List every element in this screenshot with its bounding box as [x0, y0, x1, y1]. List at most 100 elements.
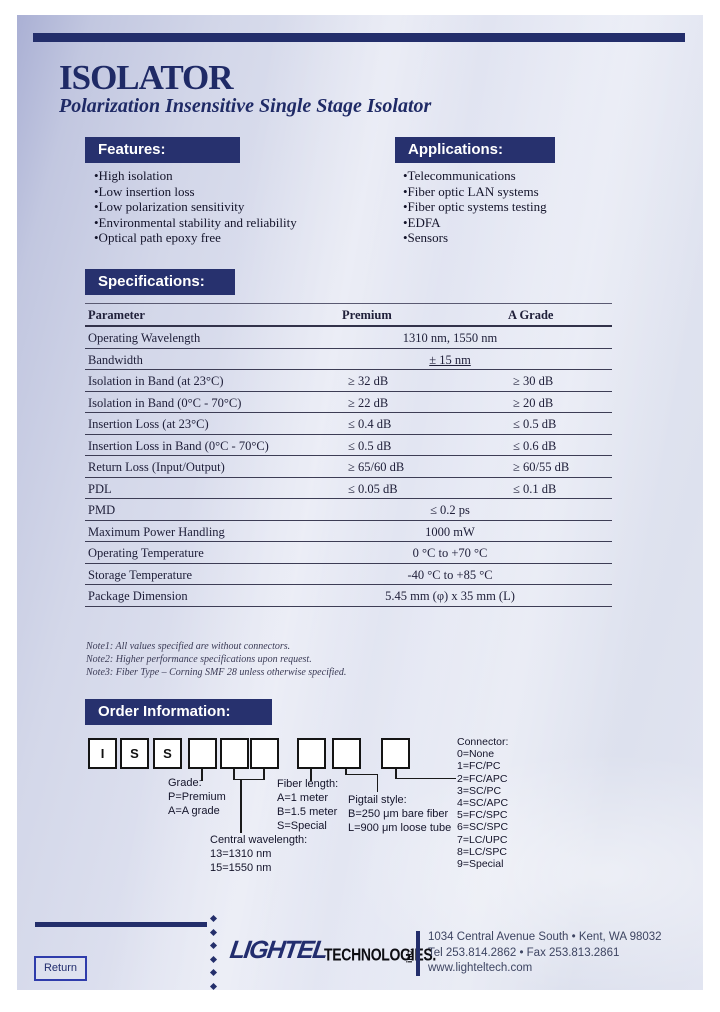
- application-item: •EDFA: [403, 214, 441, 230]
- feature-item: •Low polarization sensitivity: [94, 199, 245, 215]
- spec-param: PMD: [88, 503, 116, 517]
- specifications-header: Specifications:: [85, 269, 235, 295]
- spec-value-premium: ≤ 0.4 dB: [348, 417, 392, 431]
- application-item: •Telecommunications: [403, 168, 516, 183]
- spec-value: ≤ 0.2 ps: [430, 503, 470, 517]
- spec-param: Storage Temperature: [88, 567, 193, 582]
- spec-value: -40 °C to +85 °C: [407, 567, 493, 582]
- specifications-table: Parameter Premium A Grade Operating Wave…: [85, 303, 612, 607]
- return-button[interactable]: Return: [34, 956, 87, 981]
- spec-row: Isolation in Band (at 23°C) ≥ 32 dB ≥ 30…: [85, 370, 612, 392]
- spec-param: Operating Wavelength: [88, 331, 201, 345]
- order-information-header: Order Information:: [85, 699, 272, 725]
- feature-item: •Low insertion loss: [94, 183, 195, 199]
- spec-value-a-grade: ≥ 60/55 dB: [513, 460, 570, 474]
- diamond-dot-icon: [209, 982, 218, 990]
- company-logo-secondary: TECHNOLOGIES.: [324, 944, 436, 964]
- wavelength-leader-line: [240, 778, 242, 833]
- note: Note1: All values specified are without …: [86, 641, 291, 652]
- spec-param: Isolation in Band (at 23°C): [88, 374, 224, 388]
- order-code-box-pigtail: [332, 738, 361, 769]
- spec-param: Return Loss (Input/Output): [88, 460, 225, 474]
- order-code-box-fiber-length: [297, 738, 326, 769]
- spec-row: PMD ≤ 0.2 ps: [85, 499, 612, 521]
- spec-row: Insertion Loss (at 23°C) ≤ 0.4 dB ≤ 0.5 …: [85, 413, 612, 435]
- features-header: Features:: [85, 137, 240, 163]
- diamond-dot-icon: [209, 941, 218, 950]
- spec-param: Bandwidth: [88, 352, 143, 367]
- spec-value: ± 15 nm: [429, 352, 471, 367]
- dotted-divider: [209, 914, 218, 997]
- fiber-length-leader-line: [310, 769, 312, 781]
- pigtail-leader-line: [345, 773, 378, 775]
- wavelength-leader-line: [263, 769, 265, 780]
- spec-row: Return Loss (Input/Output) ≥ 65/60 dB ≥ …: [85, 456, 612, 478]
- diamond-dot-icon: [209, 928, 218, 936]
- spec-row: Operating Wavelength 1310 nm, 1550 nm: [85, 327, 612, 349]
- diamond-dot-icon: [209, 914, 218, 923]
- spec-row: Insertion Loss in Band (0°C - 70°C) ≤ 0.…: [85, 435, 612, 456]
- col-premium: Premium: [342, 308, 392, 322]
- spec-row: Storage Temperature -40 °C to +85 °C: [85, 564, 612, 585]
- grade-leader-line: [201, 769, 203, 781]
- table-notes: Note1: All values specified are without …: [86, 640, 346, 679]
- spec-value-a-grade: ≥ 20 dB: [513, 395, 554, 410]
- wavelength-leader-line: [233, 769, 235, 780]
- footer-rule: [35, 922, 207, 927]
- features-list: •High isolation •Low insertion loss •Low…: [94, 168, 297, 246]
- order-code-box-connector: [381, 738, 410, 769]
- order-code-box-2: S: [120, 738, 149, 769]
- spec-row: Isolation in Band (0°C - 70°C) ≥ 22 dB ≥…: [85, 392, 612, 413]
- spec-param: Insertion Loss in Band (0°C - 70°C): [88, 438, 269, 453]
- fiber-length-legend: Fiber length: A=1 meter B=1.5 meter S=Sp…: [277, 778, 339, 832]
- spec-param: Isolation in Band (0°C - 70°C): [88, 395, 242, 410]
- note: Note2: Higher performance specifications…: [86, 654, 312, 665]
- feature-item: •Environmental stability and reliability: [94, 214, 297, 230]
- spec-value: 0 °C to +70 °C: [412, 546, 488, 560]
- grade-legend: Grade: P=Premium A=A grade: [168, 777, 226, 817]
- applications-list: •Telecommunications •Fiber optic LAN sys…: [403, 168, 547, 246]
- note: Note3: Fiber Type – Corning SMF 28 unles…: [86, 667, 347, 678]
- spec-value-premium: ≤ 0.5 dB: [348, 438, 392, 453]
- page-title: ISOLATOR: [59, 58, 234, 97]
- spec-param: Maximum Power Handling: [88, 524, 225, 539]
- spec-param: Package Dimension: [88, 589, 188, 603]
- application-item: •Sensors: [403, 230, 448, 246]
- footer-divider-bar: [416, 931, 420, 976]
- spec-value-a-grade: ≥ 30 dB: [513, 374, 554, 388]
- spec-row: Operating Temperature 0 °C to +70 °C: [85, 542, 612, 564]
- spec-value-premium: ≤ 0.05 dB: [348, 481, 398, 496]
- spec-header-row: Parameter Premium A Grade: [85, 304, 612, 327]
- spec-param: Insertion Loss (at 23°C): [88, 417, 209, 431]
- spec-value: 1000 mW: [425, 524, 475, 539]
- order-code-box-1: I: [88, 738, 117, 769]
- spec-row: Package Dimension 5.45 mm (φ) x 35 mm (L…: [85, 585, 612, 607]
- spec-value: 1310 nm, 1550 nm: [402, 331, 498, 345]
- website-url: www.lighteltech.com: [428, 962, 533, 974]
- top-rule: [33, 33, 685, 42]
- spec-row: Maximum Power Handling 1000 mW: [85, 521, 612, 542]
- order-code-box-3: S: [153, 738, 182, 769]
- address-line: 1034 Central Avenue South • Kent, WA 980…: [428, 931, 662, 943]
- spec-value-a-grade: ≤ 0.5 dB: [513, 417, 557, 431]
- order-code-box-grade: [188, 738, 217, 769]
- spec-param: PDL: [88, 481, 112, 496]
- diamond-dot-icon: [209, 968, 218, 977]
- company-logo: LIGHTEL: [228, 936, 329, 964]
- spec-value-premium: ≥ 22 dB: [348, 395, 389, 410]
- spec-row: PDL ≤ 0.05 dB ≤ 0.1 dB: [85, 478, 612, 499]
- page-subtitle: Polarization Insensitive Single Stage Is…: [59, 95, 432, 117]
- application-item: •Fiber optic systems testing: [403, 199, 547, 215]
- connector-leader-line: [395, 769, 397, 779]
- connector-legend: Connector: 0=None 1=FC/PC 2=FC/APC 3=SC/…: [457, 736, 509, 871]
- pigtail-leader-line: [376, 773, 378, 792]
- pigtail-style-legend: Pigtail style: B=250 μm bare fiber L=900…: [348, 794, 452, 834]
- paper-background: [17, 15, 703, 990]
- spec-param: Operating Temperature: [88, 546, 204, 560]
- order-code-box-wavelength-2: [250, 738, 279, 769]
- diamond-dot-icon: [209, 955, 218, 963]
- spec-row: Bandwidth ± 15 nm: [85, 349, 612, 370]
- applications-header: Applications:: [395, 137, 555, 163]
- spec-value-a-grade: ≤ 0.1 dB: [513, 481, 557, 496]
